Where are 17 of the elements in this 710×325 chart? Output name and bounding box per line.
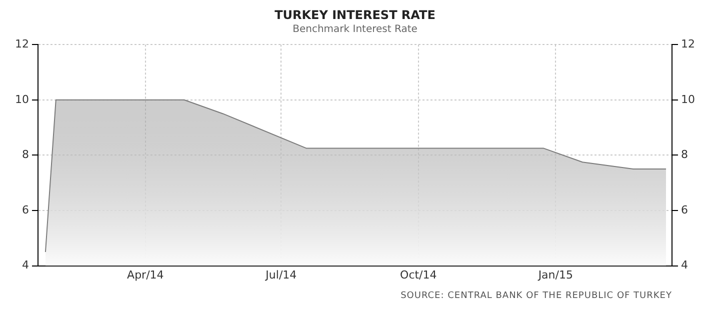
y-tick-label: 8 [22, 148, 29, 162]
x-tick-label: Jan/15 [537, 268, 573, 282]
y-tick-label: 10 [14, 92, 29, 106]
y-tick-label: 4 [22, 258, 29, 272]
x-tick-label: Jul/14 [264, 268, 297, 282]
y2-tick-label: 4 [681, 258, 688, 272]
y2-tick-label: 8 [681, 148, 688, 162]
chart-subtitle: Benchmark Interest Rate [292, 24, 418, 35]
source-note: SOURCE: CENTRAL BANK OF THE REPUBLIC OF TURKEY [400, 291, 673, 301]
y2-tick-label: 6 [681, 203, 688, 216]
y-tick-label: 12 [14, 37, 29, 50]
x-tick-label: Apr/14 [127, 268, 164, 282]
chart-title: TURKEY INTEREST RATE [274, 8, 436, 22]
y-tick-label: 6 [22, 203, 29, 216]
y2-tick-label: 12 [681, 37, 696, 50]
y2-tick-label: 10 [681, 92, 696, 106]
x-tick-label: Oct/14 [400, 268, 437, 282]
